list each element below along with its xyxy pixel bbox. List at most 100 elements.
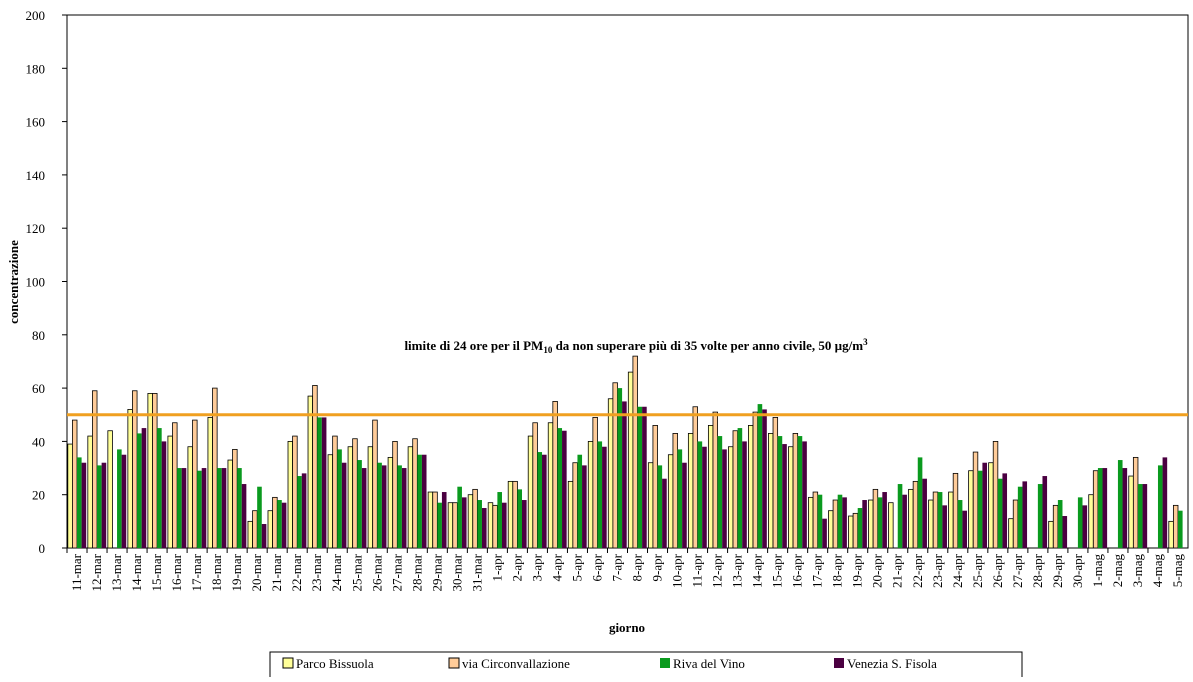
bar: [367, 446, 374, 549]
bar: [868, 499, 874, 549]
x-tick-label: 25-mar: [349, 553, 364, 591]
bar: [737, 428, 743, 548]
x-tick-label: 16-apr: [790, 553, 805, 588]
bar: [768, 433, 774, 549]
x-tick-label: 15-apr: [770, 553, 785, 588]
bar: [912, 480, 919, 549]
bar: [141, 428, 147, 548]
bar: [1082, 505, 1088, 548]
bar: [212, 387, 218, 549]
bar: [417, 454, 422, 548]
bar: [167, 435, 173, 549]
bar: [247, 520, 253, 549]
x-tick-label: 9-apr: [650, 553, 665, 581]
bar: [1137, 484, 1143, 548]
bar: [657, 465, 663, 548]
bar: [107, 430, 113, 549]
bar: [412, 438, 418, 549]
x-tick-label: 22-apr: [910, 553, 925, 588]
annotation-part: da non superare più di 35 volte per anno…: [552, 338, 863, 353]
bar: [662, 478, 667, 548]
bar: [567, 480, 574, 549]
bar: [832, 499, 839, 549]
x-tick-label: 2-apr: [509, 553, 524, 581]
bar: [461, 497, 467, 548]
x-tick-label: 24-mar: [329, 553, 344, 591]
legend-label: Venezia S. Fisola: [847, 656, 937, 671]
bar: [802, 441, 807, 548]
x-tick-label: 15-mar: [149, 553, 164, 591]
bar: [87, 435, 93, 549]
bar: [652, 425, 658, 549]
bar: [217, 468, 222, 548]
bar: [437, 502, 442, 548]
bar: [527, 435, 534, 549]
x-tick-label: 31-mar: [469, 553, 484, 591]
bar: [1142, 484, 1148, 548]
y-tick-label: 160: [26, 115, 46, 130]
bar: [72, 419, 78, 549]
bar: [332, 435, 338, 549]
bar: [928, 499, 934, 549]
bar: [127, 409, 133, 549]
legend-label: Parco Bissuola: [296, 656, 374, 671]
legend-label: via Circonvallazione: [462, 656, 570, 671]
bar: [592, 417, 598, 549]
annotation-superscript: 3: [863, 337, 868, 347]
bar: [381, 465, 387, 548]
bar: [207, 417, 213, 549]
bar: [812, 491, 819, 549]
bar: [932, 491, 939, 549]
x-tick-label: 4-apr: [549, 553, 564, 581]
x-tick-label: 25-apr: [970, 553, 985, 588]
bar: [1177, 510, 1183, 548]
x-tick-label: 28-mar: [409, 553, 424, 591]
bar: [241, 484, 247, 548]
bar: [261, 524, 267, 548]
bar: [1122, 468, 1128, 548]
x-tick-label: 17-mar: [189, 553, 204, 591]
bar: [121, 454, 127, 548]
bar: [317, 417, 322, 548]
bar: [882, 492, 887, 548]
bar: [532, 422, 538, 549]
bar: [968, 470, 974, 549]
bar: [957, 500, 963, 548]
y-tick-label: 40: [32, 434, 45, 449]
bar: [177, 468, 182, 548]
x-tick-label: 20-mar: [249, 553, 264, 591]
bar: [1092, 470, 1099, 549]
bar: [647, 462, 654, 549]
x-tick-label: 1-apr: [489, 553, 504, 581]
x-tick-label: 7-apr: [609, 553, 624, 581]
bar: [748, 425, 754, 549]
x-tick-label: 6-apr: [589, 553, 604, 581]
bar: [307, 395, 314, 549]
bar: [201, 468, 207, 548]
bar: [707, 425, 714, 549]
x-tick-label: 5-mag: [1170, 554, 1185, 588]
bar: [1057, 500, 1063, 548]
y-tick-label: 180: [26, 61, 46, 76]
bar: [808, 496, 814, 549]
y-tick-label: 0: [39, 541, 46, 556]
x-tick-label: 14-mar: [129, 553, 144, 591]
bar: [232, 448, 238, 549]
bar: [848, 515, 854, 549]
bar: [341, 462, 347, 548]
bar: [512, 480, 518, 549]
bar: [447, 502, 454, 549]
bar: [677, 449, 683, 548]
bar: [607, 398, 614, 549]
bar: [137, 433, 142, 548]
x-tick-label: 27-apr: [1010, 553, 1025, 588]
bar: [347, 446, 354, 549]
bar: [672, 433, 678, 549]
bar: [477, 500, 482, 548]
x-tick-label: 17-apr: [810, 553, 825, 588]
bar: [1037, 484, 1043, 548]
bar: [157, 428, 162, 548]
bar: [908, 488, 914, 549]
bar: [877, 497, 883, 548]
